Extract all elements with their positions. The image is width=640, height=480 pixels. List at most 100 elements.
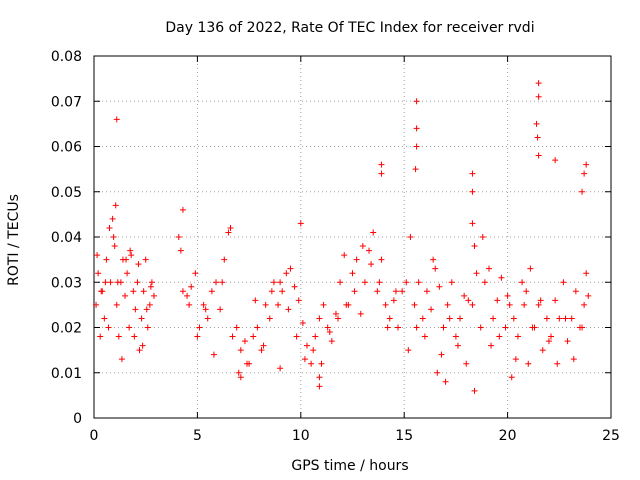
data-point [494,297,501,304]
data-point [452,333,459,340]
data-point [473,270,480,277]
data-point [299,319,306,326]
data-point [227,224,234,231]
data-point [463,360,470,367]
y-tick-label: 0.05 [51,185,82,201]
data-point [326,329,333,336]
data-point [490,315,497,322]
data-point [134,279,141,286]
data-point [415,279,422,286]
data-point [469,220,476,227]
data-point [498,274,505,281]
data-point [382,301,389,308]
data-point [477,324,484,331]
data-point [123,256,130,263]
data-point [101,315,108,322]
x-axis-label: GPS time / hours [291,458,408,474]
data-point [250,333,257,340]
data-point [411,301,418,308]
x-tick-label: 25 [602,428,620,444]
data-point [552,297,559,304]
data-point [448,279,455,286]
data-point [213,279,220,286]
data-point [521,301,528,308]
data-point [111,243,118,250]
data-point [378,161,385,168]
data-point [105,324,112,331]
data-point [135,261,142,268]
data-point [527,265,534,272]
data-point [140,288,147,295]
data-point [585,292,592,299]
data-point [583,270,590,277]
data-point [184,292,191,299]
data-point [122,292,129,299]
data-point [570,356,577,363]
data-point [438,351,445,358]
data-point [320,301,327,308]
data-point [130,288,137,295]
data-point [124,270,131,277]
data-point [283,270,290,277]
data-point [219,279,226,286]
data-point [233,324,240,331]
data-point [266,315,273,322]
data-point [479,234,486,240]
data-point [343,301,350,308]
data-point [581,301,588,308]
data-point [112,202,119,209]
data-point [175,234,182,240]
data-point [200,301,207,308]
data-point [221,256,228,263]
data-point [552,157,559,164]
data-point [98,288,105,295]
data-point [440,324,447,331]
data-point [179,206,186,213]
data-point [192,270,199,277]
y-tick-label: 0.01 [51,366,82,382]
y-tick-label: 0.07 [51,94,82,110]
data-point [579,188,586,195]
data-point [488,342,495,349]
data-point [535,301,542,308]
data-point [297,220,304,227]
data-point [579,324,586,331]
data-point [341,252,348,259]
data-point [556,315,563,322]
data-point [535,152,542,159]
data-point [196,324,203,331]
data-point [332,310,339,317]
data-point [423,288,430,295]
data-point [177,247,184,254]
data-point [260,342,267,349]
data-point [419,315,426,322]
data-point [434,369,441,376]
data-point [568,315,575,322]
data-point [572,288,579,295]
data-point [413,98,420,105]
data-point [268,288,275,295]
data-point [335,315,342,322]
data-point [229,333,236,340]
data-point [454,342,461,349]
data-point [446,315,453,322]
data-point [103,256,110,263]
data-point [254,324,261,331]
data-point [106,224,113,231]
data-point [469,170,476,177]
data-point [277,365,284,372]
data-point [361,279,368,286]
data-point [510,315,517,322]
data-point [413,125,420,132]
data-point [277,279,284,286]
data-point [128,252,135,259]
data-point [210,351,217,358]
data-point [529,324,536,331]
data-point [560,279,567,286]
x-tick-label: 20 [499,428,517,444]
y-tick-label: 0.02 [51,321,82,337]
data-point [316,315,323,322]
data-point [308,360,315,367]
data-point [399,288,406,295]
